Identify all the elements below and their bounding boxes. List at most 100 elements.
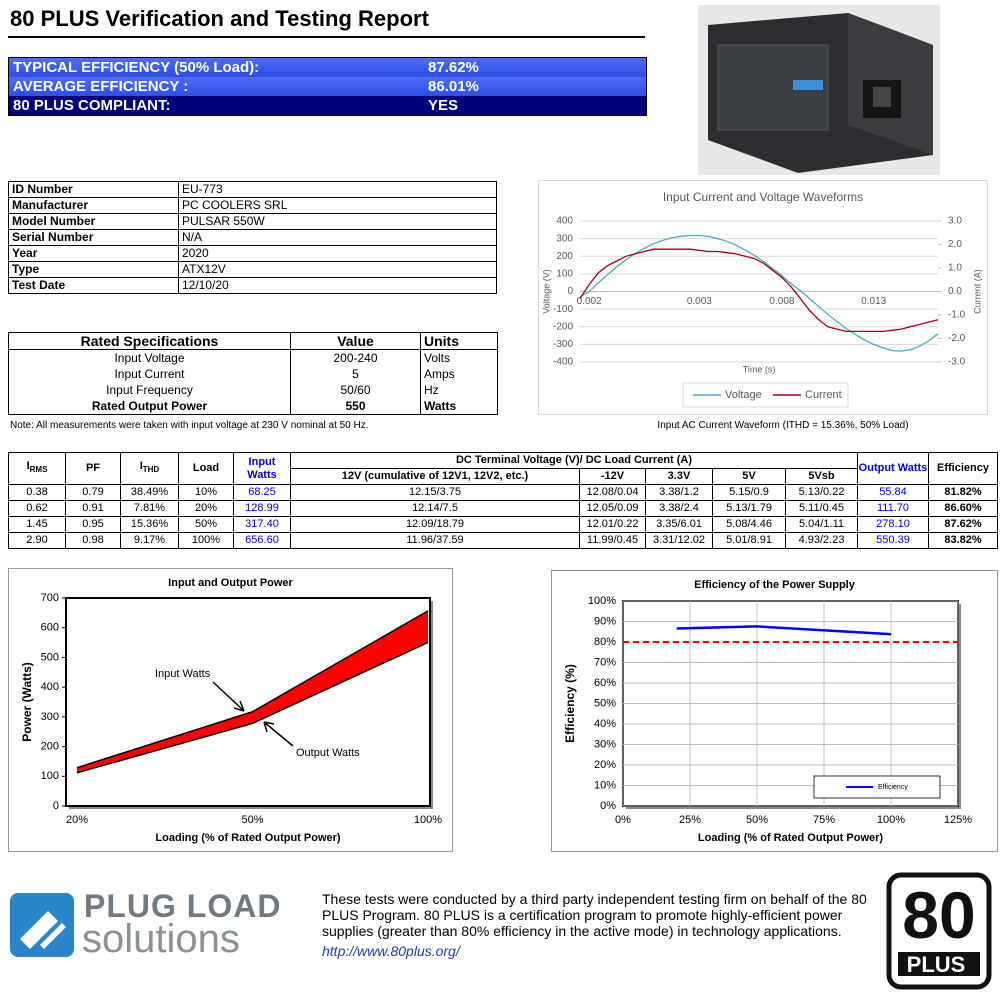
annotation-arrow <box>212 681 245 712</box>
x-tick-label: 50% <box>746 814 768 826</box>
annotation: Input Watts <box>155 668 211 680</box>
product-photo <box>698 5 940 175</box>
y-tick-label: 700 <box>41 592 59 604</box>
info-value: PC COOLERS SRL <box>178 197 497 214</box>
info-value: N/A <box>178 229 497 246</box>
summary-row: AVERAGE EFFICIENCY : 86.01% <box>9 77 646 96</box>
results-cell: 0.79 <box>65 484 121 501</box>
results-cell: 317.40 <box>233 516 291 533</box>
results-cell: 5.04/1.11 <box>785 516 858 533</box>
title-rule <box>8 36 645 38</box>
x-tick-label: 25% <box>679 814 701 826</box>
specs-cell: Amps <box>420 366 498 382</box>
results-row: 2.90 0.98 9.17% 100% 656.60 11.96/37.59 11.99/… <box>8 532 998 549</box>
x-axis-label: Loading (% of Rated Output Power) <box>698 832 883 844</box>
legend: Efficiency <box>813 775 941 799</box>
header-text: Load <box>192 462 220 474</box>
specs-cell: Volts <box>420 349 498 366</box>
y-tick-label: 70% <box>594 656 616 668</box>
specs-row: Input Frequency 50/60 Hz <box>8 382 498 398</box>
y-tick-label: 80% <box>594 636 616 648</box>
group-subheader: 5V <box>712 468 786 485</box>
x-tick-label: 0% <box>615 814 631 826</box>
note: Note: All measurements were taken with i… <box>10 420 369 431</box>
results-cell: 12.15/3.75 <box>290 484 580 501</box>
footer-link[interactable]: http://www.80plus.org/ <box>322 943 460 959</box>
results-cell: 3.38/2.4 <box>645 500 713 517</box>
results-cell: 15.36% <box>120 516 179 533</box>
results-header: Load <box>178 452 234 485</box>
x-tick-label: 125% <box>944 814 972 826</box>
results-cell: 278.10 <box>857 516 929 533</box>
specs-header: Units <box>420 332 498 350</box>
specs-table: Rated Specifications Value Units Input Volt… <box>8 332 498 415</box>
results-cell: 3.31/12.02 <box>645 532 713 549</box>
legend: Voltage Current <box>682 382 849 408</box>
y-tick-label: 200 <box>41 740 59 752</box>
results-cell: 83.82% <box>928 532 998 549</box>
info-label: Year <box>8 245 179 262</box>
results-row: 0.38 0.79 38.49% 10% 68.25 12.15/3.75 12.08/0.… <box>8 484 998 501</box>
info-row: ID Number EU-773 <box>8 181 497 198</box>
results-header: Efficiency <box>928 452 998 485</box>
y-tick-label: -200 <box>553 321 573 332</box>
results-cell: 656.60 <box>233 532 291 549</box>
y-tick-label: 300 <box>41 711 59 723</box>
y-tick-label: -100 <box>553 304 573 315</box>
specs-cell: Input Current <box>8 366 291 382</box>
group-subheader: -12V <box>579 468 646 485</box>
annotation-arrow <box>263 721 294 747</box>
x-tick-label: 50% <box>241 814 263 826</box>
info-label: Serial Number <box>8 229 179 246</box>
y-tick-label: 300 <box>556 233 573 244</box>
results-cell: 1.45 <box>8 516 66 533</box>
series-line <box>579 248 939 333</box>
logo-line2: solutions <box>82 917 240 961</box>
results-cell: 0.62 <box>8 500 66 517</box>
results-cell: 55.84 <box>857 484 929 501</box>
series-line <box>579 234 939 352</box>
summary-row: 80 PLUS COMPLIANT: YES <box>9 96 646 115</box>
chart-title: Input Current and Voltage Waveforms <box>663 190 863 204</box>
info-label: Manufacturer <box>8 197 179 214</box>
y-tick-label: 40% <box>594 718 616 730</box>
series-line <box>676 625 892 636</box>
y-tick-label: 400 <box>41 681 59 693</box>
y-tick-label: 0 <box>53 800 59 812</box>
results-cell: 9.17% <box>120 532 179 549</box>
chart-title: Efficiency of the Power Supply <box>694 579 856 591</box>
results-cell: 12.01/0.22 <box>579 516 646 533</box>
specs-header: Value <box>290 332 421 350</box>
info-row: Year 2020 <box>8 245 497 262</box>
80plus-badge: 80 PLUS ® <box>886 872 992 990</box>
results-cell: 7.81% <box>120 500 179 517</box>
results-cell: 0.95 <box>65 516 121 533</box>
y2-tick-label: 1.0 <box>948 263 962 274</box>
results-cell: 3.35/6.01 <box>645 516 713 533</box>
results-cell: 87.62% <box>928 516 998 533</box>
results-cell: 50% <box>178 516 234 533</box>
x-tick-label: 100% <box>414 814 442 826</box>
specs-row: Input Current 5 Amps <box>8 366 498 382</box>
results-header-row: IRMS PF ITHD Load Input Watts DC Terminal Vol… <box>8 452 998 485</box>
results-header: IRMS <box>8 452 66 485</box>
results-cell: 111.70 <box>857 500 929 517</box>
results-cell: 11.99/0.45 <box>579 532 646 549</box>
results-cell: 0.38 <box>8 484 66 501</box>
results-cell: 550.39 <box>857 532 929 549</box>
y2-tick-label: -3.0 <box>948 357 966 368</box>
specs-header: Rated Specifications <box>8 332 291 350</box>
summary-label: AVERAGE EFFICIENCY : <box>13 78 189 95</box>
specs-cell: 550 <box>290 398 421 415</box>
results-cell: 12.14/7.5 <box>290 500 580 517</box>
results-cell: 5.13/1.79 <box>712 500 786 517</box>
results-cell: 4.93/2.23 <box>785 532 858 549</box>
y-tick-label: 60% <box>594 677 616 689</box>
info-value: 2020 <box>178 245 497 262</box>
info-value: 12/10/20 <box>178 277 497 294</box>
y-tick-label: 600 <box>41 622 59 634</box>
y-tick-label: 200 <box>556 251 573 262</box>
y2-tick-label: 2.0 <box>948 239 962 250</box>
info-label: Test Date <box>8 277 179 294</box>
results-cell: 128.99 <box>233 500 291 517</box>
